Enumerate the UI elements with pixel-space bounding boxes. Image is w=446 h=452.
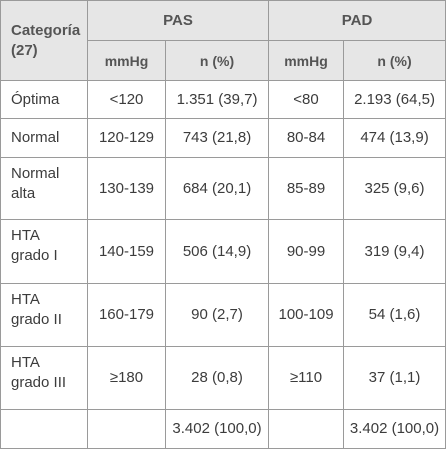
row-category-line: HTA [11, 227, 40, 244]
category-header-line-1: Categoría [11, 21, 81, 39]
row-category-line: Óptima [11, 90, 60, 108]
row-pas-mmhg: ≥180 [87, 346, 166, 410]
row-pad-n: 319 (9,4) [343, 219, 446, 284]
table-row: Normal alta 130-139 684 (20,1) 85-89 325… [0, 157, 446, 220]
category-header-line-2: (27) [11, 41, 38, 59]
pas-header: PAS [86, 0, 270, 41]
pas-mmhg-header: mmHg [87, 40, 166, 81]
row-category-line: grado III [11, 374, 67, 391]
table-row: HTA grado I 140-159 506 (14,9) 90-99 319… [0, 219, 446, 284]
row-category: HTA grado III [0, 346, 88, 410]
pad-header: PAD [268, 0, 446, 41]
row-category-line: Normal [11, 165, 60, 182]
row-pas-n: 743 (21,8) [164, 118, 270, 158]
row-pad-mmhg: 100-109 [268, 283, 345, 347]
row-pas-mmhg: 130-139 [87, 157, 166, 220]
row-pas-mmhg: 120-129 [87, 118, 166, 158]
row-pad-mmhg: 85-89 [268, 157, 345, 220]
row-category: Normal [0, 118, 88, 158]
row-category: Óptima [0, 80, 88, 119]
table-row: Normal 120-129 743 (21,8) 80-84 474 (13,… [0, 118, 446, 158]
row-pad-n: 325 (9,6) [343, 157, 446, 220]
row-pad-mmhg: ≥110 [268, 346, 345, 410]
row-pad-n: 2.193 (64,5) [343, 80, 446, 119]
row-category-line: HTA [11, 291, 40, 308]
row-pas-mmhg: <120 [87, 80, 166, 119]
table-row: Óptima <120 1.351 (39,7) <80 2.193 (64,5… [0, 80, 446, 119]
row-pas-n: 90 (2,7) [164, 283, 270, 347]
row-category: Normal alta [0, 157, 88, 220]
row-pas-n: 28 (0,8) [164, 346, 270, 410]
row-category-line: grado I [11, 247, 58, 264]
row-pas-mmhg: 160-179 [87, 283, 166, 347]
category-header: Categoría (27) [0, 0, 88, 81]
pad-n-header: n (%) [343, 40, 446, 81]
totals-row: 3.402 (100,0) 3.402 (100,0) [0, 409, 446, 449]
row-category-line: HTA [11, 354, 40, 371]
row-category-line: alta [11, 185, 36, 202]
totals-empty-cell [87, 409, 166, 449]
table-row: HTA grado III ≥180 28 (0,8) ≥110 37 (1,1… [0, 346, 446, 410]
row-category-line: Normal [11, 129, 60, 146]
totals-pas-n: 3.402 (100,0) [164, 409, 270, 449]
totals-empty-cell [268, 409, 345, 449]
table-row: HTA grado II 160-179 90 (2,7) 100-109 54… [0, 283, 446, 347]
row-pad-mmhg: <80 [268, 80, 345, 119]
row-pas-n: 506 (14,9) [164, 219, 270, 284]
row-pad-mmhg: 90-99 [268, 219, 345, 284]
row-pas-n: 684 (20,1) [164, 157, 270, 220]
row-category: HTA grado II [0, 283, 88, 347]
row-pad-n: 474 (13,9) [343, 118, 446, 158]
row-pad-mmhg: 80-84 [268, 118, 345, 158]
pas-n-header: n (%) [164, 40, 270, 81]
pad-mmhg-header: mmHg [268, 40, 345, 81]
row-pas-n: 1.351 (39,7) [164, 80, 270, 119]
row-pad-n: 54 (1,6) [343, 283, 446, 347]
row-category: HTA grado I [0, 219, 88, 284]
row-pad-n: 37 (1,1) [343, 346, 446, 410]
totals-empty-cell [0, 409, 88, 449]
row-category-line: grado II [11, 311, 62, 328]
row-pas-mmhg: 140-159 [87, 219, 166, 284]
totals-pad-n: 3.402 (100,0) [343, 409, 446, 449]
